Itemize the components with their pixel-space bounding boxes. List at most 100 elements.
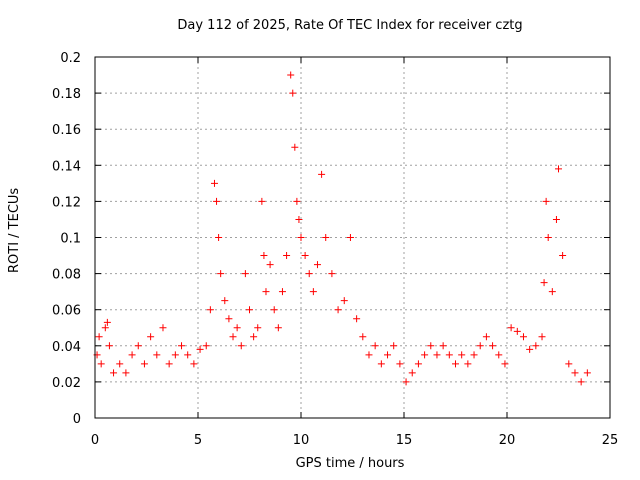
data-point [544,234,552,241]
data-point [427,342,435,350]
data-point [213,197,221,205]
data-point [233,324,241,332]
data-point [225,315,233,323]
y-tick-label: 0.02 [52,376,81,391]
data-point [318,170,326,178]
data-point [122,369,130,377]
data-point [215,234,223,241]
data-point [583,369,591,377]
data-point [519,333,527,341]
data-point [313,261,321,269]
data-point [513,327,521,335]
y-tick-label: 0.14 [52,159,81,174]
data-point [295,215,303,223]
data-point [301,252,309,260]
data-points [93,71,591,386]
data-point [433,351,441,359]
data-point [365,351,373,359]
data-point [291,143,299,151]
x-tick-label: 10 [293,433,310,448]
data-point [196,345,204,353]
data-point [377,360,385,368]
data-point [452,360,459,368]
data-point [421,351,429,359]
data-point [532,342,540,350]
x-tick-label: 5 [194,433,202,448]
data-point [184,351,192,359]
y-tick-label: 0.04 [52,340,81,355]
x-axis-label: GPS time / hours [295,456,405,471]
data-point [147,333,155,341]
axis-ticks [94,56,611,419]
x-tick-labels: 0 5 10 15 20 25 [91,433,618,448]
data-point [297,234,305,241]
data-point [270,306,278,314]
data-point [445,351,453,359]
data-point [495,351,503,359]
data-point [402,378,410,386]
data-point [340,297,348,305]
data-point [439,342,447,350]
data-point [359,333,367,341]
data-point [548,288,556,296]
data-point [501,360,509,368]
data-point [266,261,274,269]
data-point [134,342,142,350]
data-point [414,360,422,368]
y-tick-label: 0.12 [52,195,81,210]
data-point [159,324,167,332]
y-tick-label: 0.08 [52,268,81,283]
data-point [538,333,546,341]
data-point [274,324,282,332]
x-tick-label: 25 [602,433,619,448]
data-point [408,369,416,377]
data-point [97,360,105,368]
y-tick-label: 0.06 [52,304,81,319]
data-point [221,297,229,305]
y-tick-label: 0.16 [52,123,81,138]
data-point [526,345,534,353]
data-point [178,342,186,350]
data-point [105,342,113,350]
data-point [101,324,109,332]
data-point [116,360,124,368]
x-tick-label: 15 [396,433,413,448]
data-point [507,324,515,332]
data-point [95,333,103,341]
data-point [371,342,379,350]
data-point [110,369,118,377]
data-point [322,234,330,241]
data-point [476,342,484,350]
data-point [565,360,573,368]
data-point [254,324,262,332]
data-point [258,197,266,205]
data-point [250,333,258,341]
data-point [210,179,218,187]
data-point [289,89,297,97]
data-point [555,165,562,173]
data-point [542,197,550,205]
y-tick-label: 0.2 [60,51,81,66]
data-point [396,360,404,368]
data-point [165,360,173,368]
data-point [202,342,210,350]
data-point [278,288,286,296]
data-point [190,360,198,368]
data-point [482,333,490,341]
y-axis-label: ROTI / TECUs [7,187,22,273]
data-point [246,306,253,314]
y-tick-label: 0.18 [52,87,81,102]
data-point [552,215,560,223]
data-point [346,234,354,241]
data-point [540,279,548,287]
data-point [260,252,268,260]
data-point [577,378,585,386]
data-point [217,270,225,278]
x-tick-label: 0 [91,433,99,448]
data-point [171,351,179,359]
data-point [229,333,237,341]
data-point [571,369,579,377]
data-point [140,360,148,368]
data-point [128,351,136,359]
data-point [334,306,342,314]
